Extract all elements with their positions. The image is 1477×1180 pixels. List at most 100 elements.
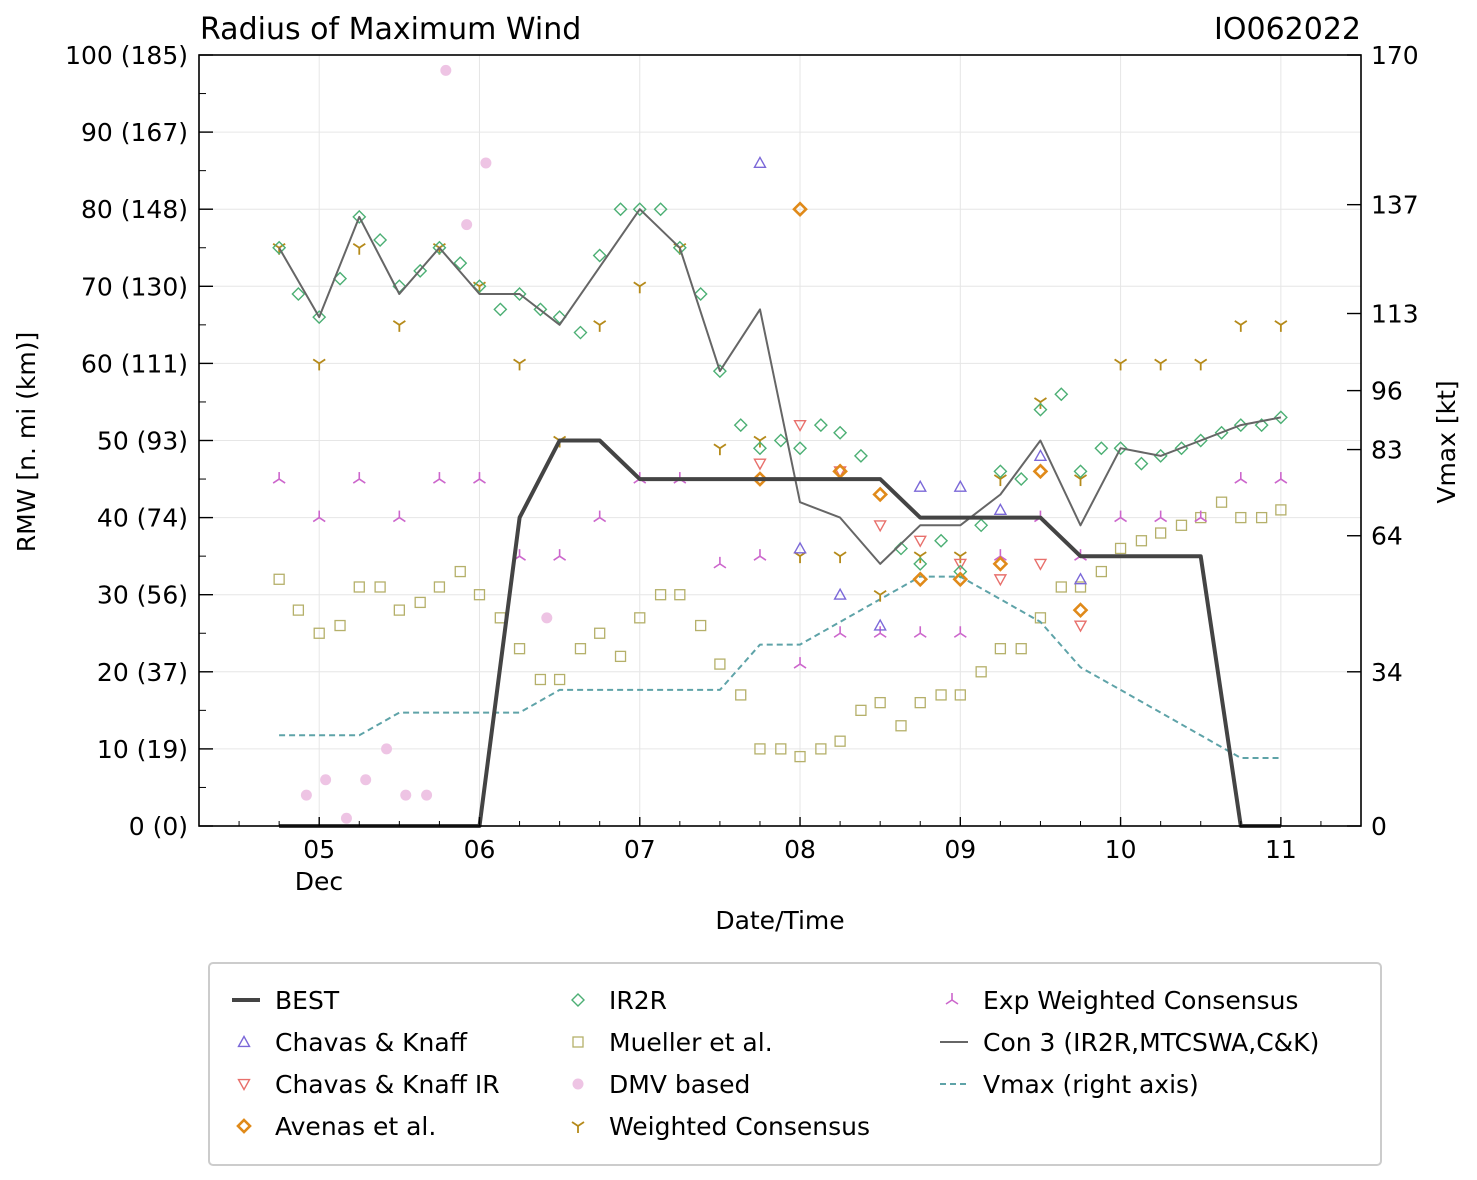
y-right-tick-label: 96 <box>1371 377 1403 406</box>
data-point-ir2r <box>272 240 287 255</box>
data-point-mueller <box>1155 527 1167 539</box>
data-point-wc-stroke <box>633 281 641 288</box>
data-point-ckir <box>993 574 1008 587</box>
data-point-wc <box>593 320 607 332</box>
data-point-wc-stroke <box>919 551 927 557</box>
data-point-ir2r <box>733 418 748 433</box>
data-point-ckir <box>1073 620 1088 633</box>
data-point-wc-stroke <box>639 281 647 288</box>
data-point-ewc-stroke <box>879 632 887 638</box>
data-point-ewc-stroke <box>312 516 320 523</box>
data-point-dmv <box>461 219 473 231</box>
series-ckir <box>753 419 1088 633</box>
data-point-ir2r <box>653 202 668 217</box>
data-point-ir2r <box>1113 441 1128 456</box>
data-point-ckir <box>873 520 887 533</box>
data-point-wc <box>1274 320 1288 332</box>
data-point-mueller <box>414 596 426 609</box>
y-right-tick-label: 137 <box>1371 191 1419 220</box>
data-point-ir2r <box>512 287 527 301</box>
data-point-mueller <box>794 750 806 763</box>
legend-label-wc: Weighted Consensus <box>609 1112 870 1141</box>
storm-id: IO062022 <box>1214 12 1361 47</box>
x-tick-label: 09 <box>944 835 976 864</box>
data-point-avenas <box>792 201 808 218</box>
data-point-mueller <box>454 565 466 578</box>
data-point-wc <box>1154 358 1168 371</box>
legend-item-vmax: Vmax (right axis) <box>940 1070 1199 1099</box>
data-point-avenas <box>752 471 768 487</box>
data-point-ewc <box>1234 472 1248 484</box>
x-tick-label: 11 <box>1265 835 1297 864</box>
y-left-tick-label: 30 (56) <box>97 581 188 610</box>
x-month-label: Dec <box>295 867 343 896</box>
data-point-ewc-stroke <box>959 632 967 638</box>
data-point-wc-stroke <box>1200 358 1208 365</box>
data-point-wc-stroke <box>1154 358 1162 365</box>
data-point-ewc-stroke <box>1274 478 1282 484</box>
series-dmv <box>300 64 553 824</box>
data-point-wc-stroke <box>519 358 527 365</box>
data-point-mueller <box>1095 565 1108 578</box>
data-point-mueller <box>1215 496 1228 508</box>
legend-label-avenas: Avenas et al. <box>275 1112 436 1141</box>
series-ewc <box>272 472 1288 669</box>
data-point-ewc <box>833 626 847 638</box>
y-left-tick-label: 70 (130) <box>81 272 188 301</box>
series-con3 <box>278 208 1282 565</box>
y-left-tick-label: 90 (167) <box>81 118 188 147</box>
data-point-ewc-stroke <box>553 555 561 561</box>
data-point-wc-stroke <box>1240 320 1248 326</box>
data-point-ir2r <box>993 464 1008 479</box>
data-point-mueller <box>1275 504 1287 516</box>
data-point-mueller <box>754 743 766 755</box>
data-point-ewc-stroke <box>352 478 360 484</box>
data-point-ck <box>1033 448 1048 462</box>
data-point-ir2r <box>1054 387 1069 402</box>
data-point-ir2r <box>1273 410 1288 425</box>
y-right-tick-label: 34 <box>1371 658 1403 687</box>
data-point-wc <box>1194 358 1208 371</box>
data-point-wc <box>1234 320 1248 332</box>
data-point-ir2r <box>493 302 508 317</box>
data-point-ewc-stroke <box>1160 516 1168 523</box>
legend-swatch-ewc-stroke <box>945 999 953 1005</box>
data-point-ewc <box>1274 472 1288 484</box>
data-point-ir2r <box>853 448 868 463</box>
data-point-ewc <box>553 549 567 561</box>
data-point-ewc <box>1114 510 1128 523</box>
data-point-ir2r <box>432 240 447 255</box>
data-point-ewc-stroke <box>919 632 927 638</box>
x-axis-label: Date/Time <box>715 906 844 935</box>
data-point-ewc-stroke <box>358 478 366 484</box>
y-left-tick-label: 60 (111) <box>81 349 188 378</box>
y-left-tick-label: 10 (19) <box>97 735 188 764</box>
data-point-wc-stroke <box>1280 320 1288 326</box>
data-point-ir2r <box>1033 402 1048 417</box>
x-tick-label: 05 <box>303 835 335 864</box>
data-point-ckir <box>793 419 807 433</box>
data-point-ewc <box>1154 510 1168 523</box>
legend-item-ckir: Chavas & Knaff IR <box>237 1070 500 1099</box>
data-point-dmv <box>381 743 393 755</box>
data-point-ir2r <box>472 279 487 294</box>
legend-item-avenas: Avenas et al. <box>236 1112 436 1141</box>
legend-swatch-mueller <box>572 1036 584 1048</box>
data-point-ir2r <box>613 202 628 217</box>
y-axis-label-right: Vmax [kt] <box>1432 380 1461 503</box>
data-point-wc <box>713 443 727 456</box>
data-point-mueller <box>895 720 907 732</box>
data-point-wc-stroke <box>392 320 400 326</box>
data-point-mueller <box>334 619 346 632</box>
series-layer <box>272 64 1288 828</box>
legend-item-dmv: DMV based <box>572 1070 750 1099</box>
data-point-wc-stroke <box>432 243 440 249</box>
series-ck <box>753 155 1088 631</box>
data-point-mueller <box>374 581 386 593</box>
legend-box <box>208 962 1382 1166</box>
legend: BEST Chavas & Knaff Chavas & Knaff IR Avena… <box>208 962 1382 1166</box>
y-left-tick-label: 20 (37) <box>97 658 188 687</box>
data-point-ewc-stroke <box>272 478 280 484</box>
y-left-tick-label: 80 (148) <box>81 195 188 224</box>
data-point-ewc-stroke <box>1240 478 1248 484</box>
